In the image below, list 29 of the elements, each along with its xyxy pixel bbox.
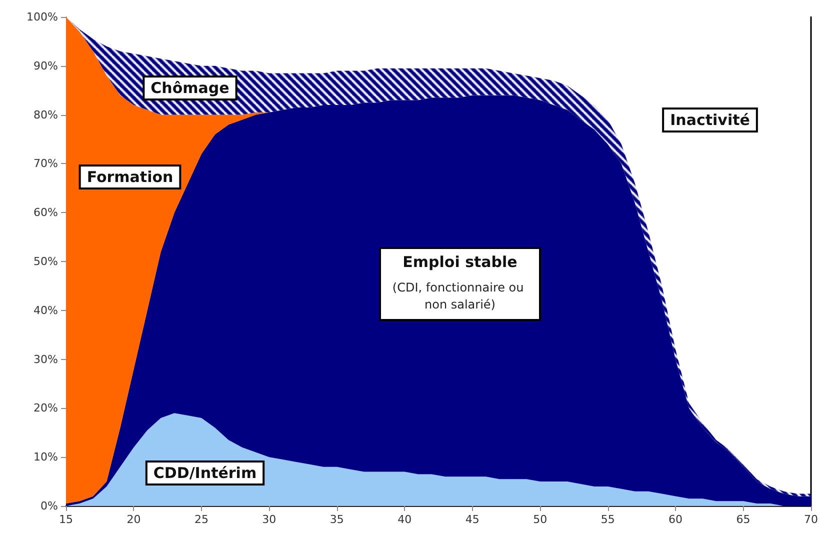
y-tick-label: 70%: [34, 157, 58, 170]
x-tick-label: 35: [330, 513, 344, 526]
y-tick-label: 90%: [34, 59, 58, 72]
series-label: Chômage: [150, 79, 230, 97]
x-tick-label: 50: [533, 513, 548, 526]
y-tick-label: 50%: [34, 255, 58, 268]
x-tick-label: 45: [465, 513, 480, 526]
annotation: Inactivité: [670, 111, 750, 129]
series-label: CDD/Intérim: [153, 464, 257, 482]
y-tick-label: 80%: [34, 108, 58, 122]
x-tick-label: 20: [126, 513, 141, 526]
x-tick-label: 15: [59, 513, 73, 526]
y-tick-label: 60%: [34, 206, 58, 220]
x-tick-label: 70: [804, 513, 818, 526]
x-tick-label: 65: [736, 513, 750, 526]
series-label: Emploi stable: [402, 253, 518, 271]
y-tick-label: 20%: [34, 402, 58, 415]
x-tick-label: 40: [398, 513, 412, 526]
x-tick-label: 55: [600, 513, 615, 526]
x-tick-label: 30: [262, 513, 276, 526]
y-tick-label: 100%: [26, 10, 58, 24]
x-tick-label: 25: [194, 513, 208, 526]
y-tick-label: 0%: [40, 500, 58, 512]
y-tick-label: 10%: [34, 450, 58, 464]
annotation: (CDI, fonctionnaire ou non salarié): [392, 280, 528, 312]
x-tick-label: 60: [668, 513, 683, 526]
y-tick-label: 30%: [34, 352, 58, 366]
y-tick-label: 40%: [34, 304, 58, 317]
series-label: Formation: [86, 168, 174, 186]
